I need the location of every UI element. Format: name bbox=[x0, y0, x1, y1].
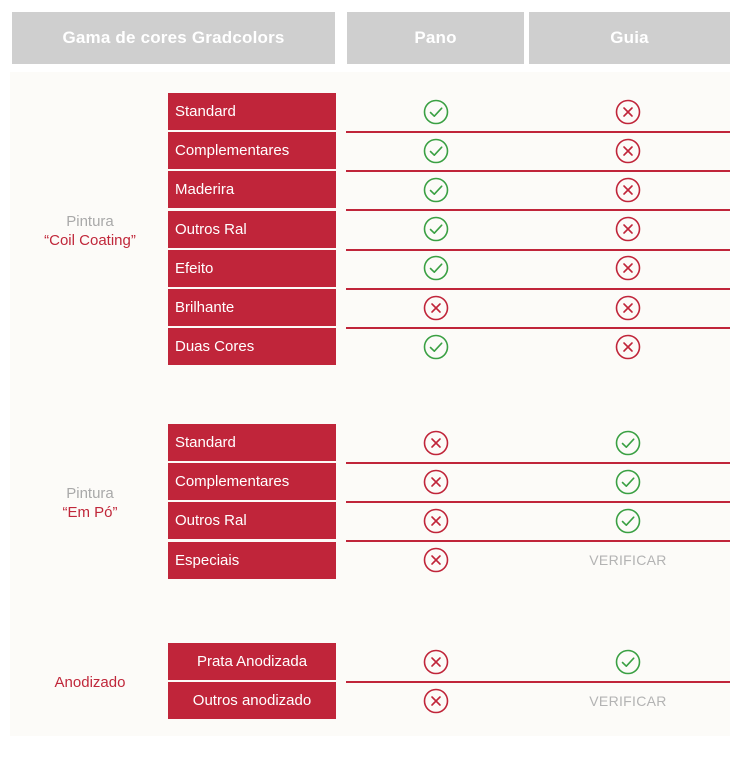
check-icon bbox=[615, 649, 641, 674]
group-label: Pintura “Em Pó” bbox=[10, 484, 170, 522]
group-label-line1: Pintura bbox=[66, 485, 114, 502]
cross-icon bbox=[615, 295, 641, 320]
cross-icon bbox=[615, 334, 641, 359]
row-label: Complementares bbox=[168, 463, 336, 501]
cross-icon bbox=[423, 649, 449, 674]
cross-icon bbox=[423, 508, 449, 534]
cross-icon bbox=[423, 295, 449, 320]
row-divider bbox=[346, 170, 730, 173]
row-label: Prata Anodizada bbox=[168, 643, 336, 680]
group-label-line2: Anodizado bbox=[54, 674, 126, 691]
row-divider bbox=[346, 209, 730, 212]
cross-icon bbox=[615, 138, 641, 163]
row-divider bbox=[346, 248, 730, 251]
check-icon bbox=[615, 508, 641, 534]
group-label-line1: Pintura bbox=[66, 213, 114, 230]
row-divider bbox=[346, 327, 730, 329]
row-label: Outros Ral bbox=[168, 502, 336, 540]
table-background bbox=[10, 72, 730, 736]
table-title: Gama de cores Gradcolors bbox=[12, 12, 335, 64]
row-label: Duas Cores bbox=[168, 328, 336, 366]
group-label: Pintura “Coil Coating” bbox=[10, 212, 170, 250]
cross-icon bbox=[423, 469, 449, 494]
row-divider bbox=[346, 131, 730, 133]
row-divider bbox=[346, 462, 730, 464]
check-icon bbox=[423, 177, 449, 203]
row-label: Complementares bbox=[168, 132, 336, 170]
cross-icon bbox=[423, 547, 449, 573]
row-divider bbox=[346, 681, 730, 683]
check-icon bbox=[423, 255, 449, 281]
group-label-line2: “Coil Coating” bbox=[44, 232, 136, 249]
cross-icon bbox=[423, 430, 449, 455]
row-divider bbox=[346, 287, 730, 290]
check-icon bbox=[615, 469, 641, 494]
check-icon bbox=[423, 99, 449, 124]
row-label: Standard bbox=[168, 93, 336, 130]
row-label: Efeito bbox=[168, 249, 336, 287]
verify-text: VERIFICAR bbox=[589, 692, 667, 709]
row-label: Outros Ral bbox=[168, 210, 336, 248]
row-divider bbox=[346, 501, 730, 504]
cross-icon bbox=[615, 99, 641, 124]
check-icon bbox=[423, 216, 449, 242]
column-header-guia: Guia bbox=[529, 12, 730, 64]
row-divider bbox=[346, 540, 730, 543]
row-label: Especiais bbox=[168, 541, 336, 579]
check-icon bbox=[423, 138, 449, 163]
cross-icon bbox=[615, 255, 641, 281]
row-label: Outros anodizado bbox=[168, 682, 336, 720]
column-header-pano: Pano bbox=[347, 12, 524, 64]
cross-icon bbox=[615, 216, 641, 242]
cross-icon bbox=[423, 688, 449, 713]
row-label: Standard bbox=[168, 424, 336, 461]
group-label-line2: “Em Pó” bbox=[62, 504, 118, 521]
cross-icon bbox=[615, 177, 641, 203]
row-label: Brilhante bbox=[168, 289, 336, 326]
check-icon bbox=[615, 430, 641, 455]
group-label: Anodizado bbox=[10, 673, 170, 692]
check-icon bbox=[423, 334, 449, 359]
verify-text: VERIFICAR bbox=[589, 552, 667, 569]
row-label: Maderira bbox=[168, 171, 336, 209]
